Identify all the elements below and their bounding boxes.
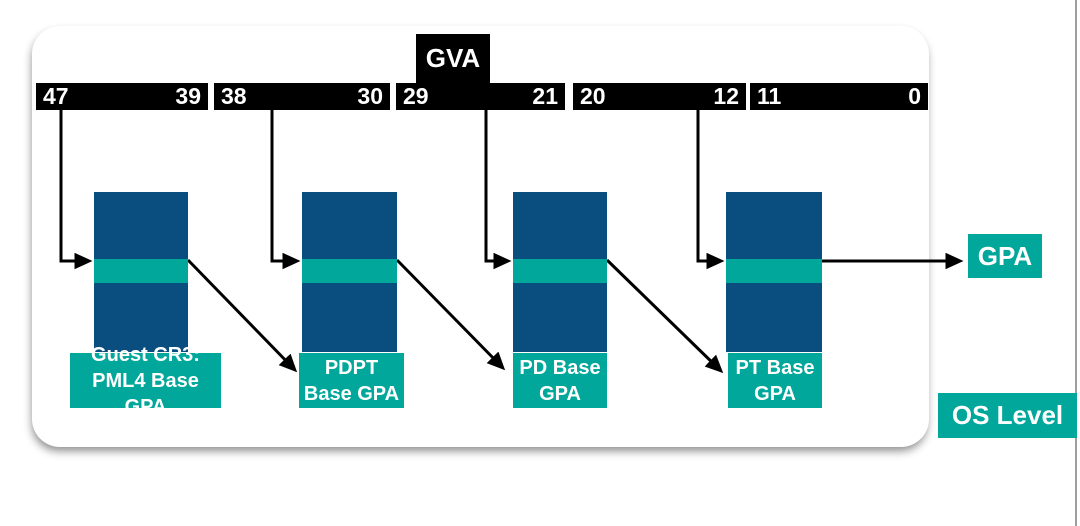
page-table-pdpt xyxy=(302,192,397,352)
pdpt-base-label: PDPT Base GPA xyxy=(299,353,404,408)
pd-base-label: PD Base GPA xyxy=(513,353,607,408)
pml4-base-label: Guest CR3: PML4 Base GPA xyxy=(70,344,221,418)
bit-field-segment-pml4: 47 39 xyxy=(36,83,208,110)
bit-high-label: 38 xyxy=(221,83,247,109)
pml4-entry-stripe xyxy=(94,259,188,283)
pdpt-entry-stripe xyxy=(302,259,397,283)
label-line-2: Base GPA xyxy=(303,382,400,405)
gva-title-label: GVA xyxy=(425,43,481,73)
os-level-label: OS Level xyxy=(951,400,1064,430)
label-line-1: Guest CR3: xyxy=(91,343,200,366)
pt-base-label: PT Base GPA xyxy=(728,353,822,408)
page-edge-line xyxy=(1075,0,1077,526)
label-line-2: PML4 Base GPA xyxy=(92,369,199,418)
page-table-pd xyxy=(513,192,607,352)
bit-low-label: 12 xyxy=(713,83,739,109)
label-line-2: GPA xyxy=(539,382,581,405)
gpa-output-box: GPA xyxy=(968,234,1042,278)
label-line-2: GPA xyxy=(754,382,796,405)
bit-high-label: 47 xyxy=(43,83,69,109)
page-table-pt xyxy=(726,192,822,352)
label-line-1: PT Base xyxy=(735,356,815,379)
pt-entry-stripe xyxy=(726,259,822,283)
label-line-1: PD Base xyxy=(519,356,601,379)
bit-high-label: 11 xyxy=(757,83,782,109)
gva-title-box: GVA xyxy=(416,34,490,83)
bit-low-label: 39 xyxy=(175,83,201,109)
bit-low-label: 21 xyxy=(532,83,558,109)
bit-high-label: 29 xyxy=(403,83,429,109)
label-line-1: PDPT xyxy=(324,356,379,379)
os-level-box: OS Level xyxy=(938,393,1077,438)
bit-field-segment-pdpt: 38 30 xyxy=(214,83,390,110)
bit-high-label: 20 xyxy=(580,83,606,109)
pd-entry-stripe xyxy=(513,259,607,283)
bit-field-segment-pd: 29 21 xyxy=(396,83,565,110)
bit-field-segment-offset: 11 0 xyxy=(750,83,928,110)
page-table-pml4 xyxy=(94,192,188,352)
gpa-output-label: GPA xyxy=(977,240,1033,271)
bit-low-label: 30 xyxy=(357,83,383,109)
bit-low-label: 0 xyxy=(908,83,921,109)
bit-field-segment-pt: 20 12 xyxy=(573,83,746,110)
